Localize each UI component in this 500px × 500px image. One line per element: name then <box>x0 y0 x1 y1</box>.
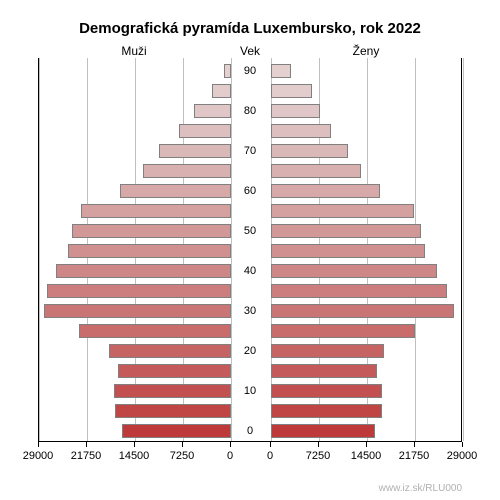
bar-male <box>120 184 231 198</box>
x-axis-label: 7250 <box>170 450 194 462</box>
bar-male <box>118 364 231 378</box>
y-axis-label: 70 <box>230 145 270 157</box>
x-tick <box>182 442 183 447</box>
label-male: Muži <box>38 44 230 58</box>
bar-male <box>115 404 231 418</box>
bar-male <box>47 284 231 298</box>
y-axis-label: 0 <box>230 425 270 437</box>
bar-female <box>271 164 361 178</box>
bar-female <box>271 324 415 338</box>
bar-female <box>271 284 447 298</box>
x-axis-label: 21750 <box>399 450 430 462</box>
bar-male <box>143 164 231 178</box>
x-tick <box>38 442 39 447</box>
x-tick <box>318 442 319 447</box>
y-axis-label: 90 <box>230 65 270 77</box>
bar-female <box>271 64 291 78</box>
y-axis-label: 50 <box>230 225 270 237</box>
bar-female <box>271 144 348 158</box>
bar-male <box>114 384 231 398</box>
y-axis-label: 40 <box>230 265 270 277</box>
x-tick <box>230 442 231 447</box>
x-tick <box>366 442 367 447</box>
bar-female <box>271 264 437 278</box>
x-axis-label: 14500 <box>351 450 382 462</box>
bar-male <box>194 104 231 118</box>
x-tick <box>414 442 415 447</box>
bar-female <box>271 404 382 418</box>
bar-female <box>271 204 414 218</box>
gridline <box>39 58 40 441</box>
bar-male <box>159 144 231 158</box>
x-tick <box>86 442 87 447</box>
bar-male <box>179 124 231 138</box>
bar-male <box>56 264 231 278</box>
bar-male <box>44 304 231 318</box>
x-tick <box>270 442 271 447</box>
bar-male <box>109 344 231 358</box>
x-axis-label: 21750 <box>71 450 102 462</box>
bar-female <box>271 104 320 118</box>
label-female: Ženy <box>270 44 462 58</box>
bar-female <box>271 244 425 258</box>
bar-female <box>271 304 454 318</box>
y-axis-label: 60 <box>230 185 270 197</box>
bar-male <box>81 204 231 218</box>
bar-female <box>271 224 421 238</box>
y-axis-label: 20 <box>230 345 270 357</box>
bar-female <box>271 184 380 198</box>
x-tick <box>134 442 135 447</box>
bar-male <box>79 324 231 338</box>
bar-male <box>122 424 231 438</box>
watermark: www.iz.sk/RLU000 <box>379 483 462 494</box>
x-axis-label: 29000 <box>23 450 54 462</box>
bar-female <box>271 384 382 398</box>
x-axis-label: 29000 <box>447 450 478 462</box>
bar-male <box>212 84 231 98</box>
y-axis-label: 10 <box>230 385 270 397</box>
y-axis-label: 80 <box>230 105 270 117</box>
chart-title: Demografická pyramída Luxembursko, rok 2… <box>0 20 500 37</box>
y-axis-label: 30 <box>230 305 270 317</box>
bar-male <box>72 224 231 238</box>
bar-female <box>271 364 377 378</box>
x-axis-label: 0 <box>267 450 273 462</box>
bar-female <box>271 84 312 98</box>
gridline <box>463 58 464 441</box>
x-axis-label: 7250 <box>306 450 330 462</box>
x-axis-label: 0 <box>227 450 233 462</box>
x-tick <box>462 442 463 447</box>
label-age: Vek <box>230 44 270 58</box>
x-axis-label: 14500 <box>119 450 150 462</box>
bar-male <box>68 244 231 258</box>
bar-female <box>271 124 331 138</box>
bar-female <box>271 344 384 358</box>
bar-female <box>271 424 375 438</box>
